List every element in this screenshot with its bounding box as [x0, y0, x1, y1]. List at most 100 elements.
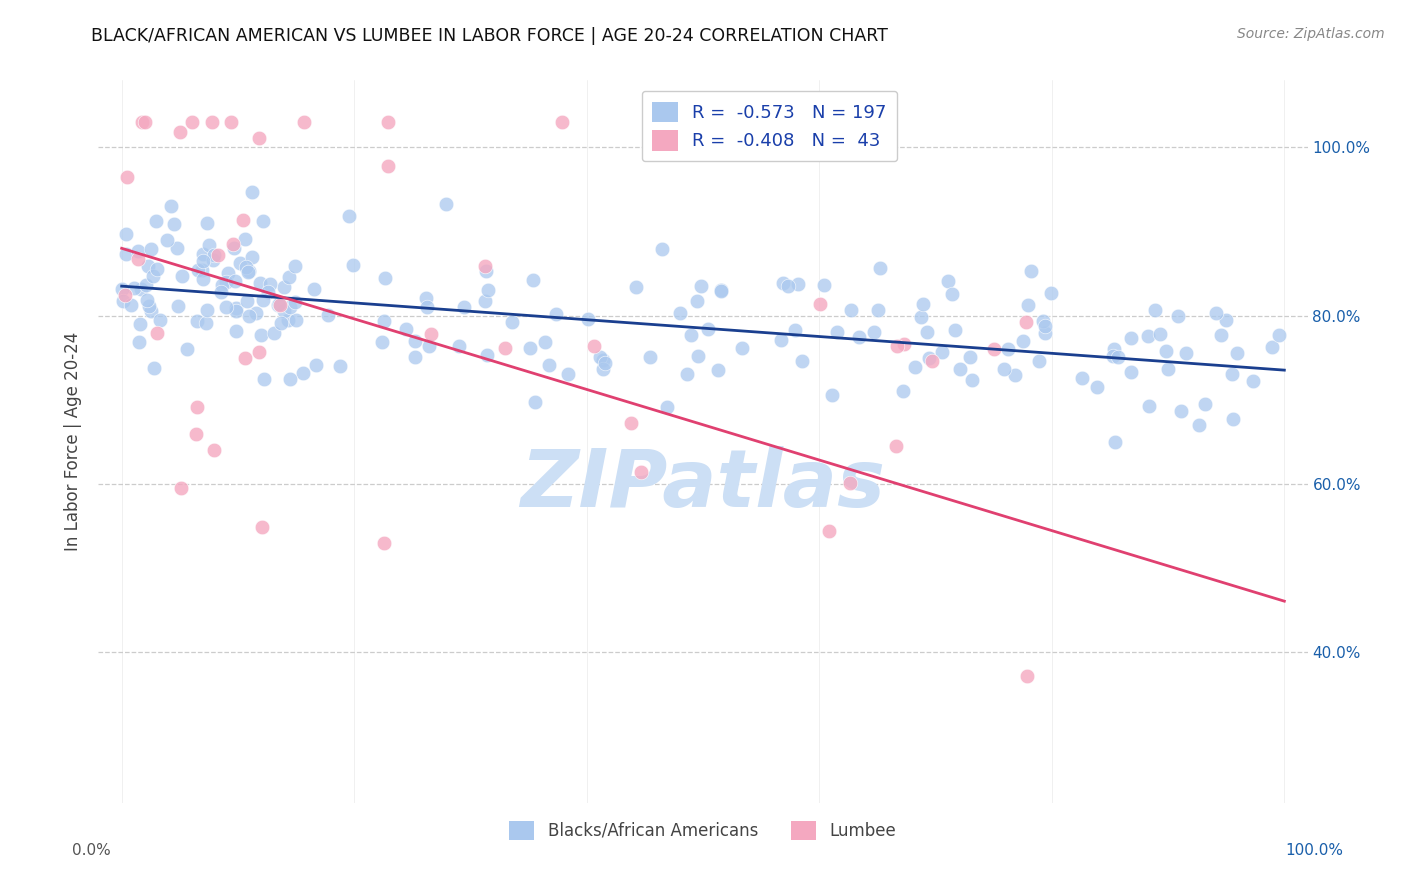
Point — [477, 284, 499, 298]
Point — [839, 303, 862, 318]
Point — [1004, 368, 1026, 382]
Point — [786, 277, 808, 292]
Point — [404, 350, 426, 364]
Point — [373, 536, 395, 550]
Point — [434, 197, 457, 211]
Point — [235, 232, 257, 246]
Text: Source: ZipAtlas.com: Source: ZipAtlas.com — [1237, 27, 1385, 41]
Point — [225, 303, 247, 318]
Point — [232, 212, 254, 227]
Point — [337, 209, 360, 223]
Point — [534, 335, 557, 350]
Point — [551, 115, 574, 129]
Point — [1149, 327, 1171, 342]
Point — [710, 283, 733, 297]
Y-axis label: In Labor Force | Age 20-24: In Labor Force | Age 20-24 — [65, 332, 83, 551]
Point — [202, 248, 225, 262]
Point — [1033, 326, 1056, 341]
Point — [136, 259, 159, 273]
Point — [342, 259, 364, 273]
Point — [1220, 367, 1243, 381]
Point — [263, 326, 285, 340]
Point — [825, 325, 848, 339]
Point — [278, 300, 301, 314]
Point — [494, 341, 516, 355]
Point — [202, 442, 225, 457]
Point — [259, 277, 281, 292]
Point — [214, 300, 236, 314]
Point — [247, 130, 270, 145]
Point — [252, 214, 274, 228]
Point — [869, 260, 891, 275]
Point — [1015, 315, 1038, 329]
Point — [187, 263, 209, 277]
Point — [1028, 353, 1050, 368]
Point — [253, 372, 276, 386]
Point — [240, 250, 263, 264]
Point — [273, 280, 295, 294]
Point — [117, 170, 139, 185]
Point — [501, 316, 523, 330]
Point — [240, 186, 263, 200]
Point — [524, 395, 547, 409]
Point — [131, 115, 153, 129]
Point — [912, 297, 935, 311]
Point — [191, 247, 214, 261]
Point — [267, 298, 290, 312]
Point — [1102, 342, 1125, 356]
Point — [910, 310, 932, 324]
Point — [886, 339, 908, 353]
Point — [1215, 313, 1237, 327]
Point — [209, 285, 232, 299]
Point — [730, 341, 752, 355]
Point — [675, 367, 697, 381]
Point — [904, 360, 927, 375]
Point — [170, 481, 193, 495]
Point — [292, 115, 315, 129]
Point — [135, 278, 157, 293]
Point — [146, 261, 169, 276]
Point — [474, 264, 496, 278]
Point — [848, 329, 870, 343]
Point — [257, 285, 280, 300]
Point — [193, 271, 215, 285]
Point — [838, 476, 860, 491]
Point — [592, 353, 614, 368]
Point — [404, 334, 426, 348]
Point — [522, 273, 544, 287]
Point — [211, 278, 233, 293]
Point — [224, 274, 246, 288]
Point — [377, 159, 399, 173]
Point — [146, 326, 169, 340]
Point — [576, 312, 599, 326]
Point — [142, 361, 165, 376]
Point — [233, 351, 256, 365]
Point — [236, 293, 259, 308]
Point — [249, 345, 271, 359]
Point — [149, 313, 172, 327]
Point — [1035, 318, 1057, 333]
Point — [195, 217, 218, 231]
Text: 0.0%: 0.0% — [72, 843, 111, 858]
Point — [201, 115, 224, 129]
Text: 100.0%: 100.0% — [1285, 843, 1344, 858]
Point — [169, 125, 191, 139]
Point — [160, 199, 183, 213]
Point — [250, 327, 273, 342]
Point — [122, 281, 145, 295]
Point — [915, 325, 938, 339]
Point — [142, 269, 165, 284]
Point — [128, 334, 150, 349]
Point — [821, 388, 844, 402]
Point — [1011, 334, 1033, 348]
Point — [790, 354, 813, 368]
Point — [186, 400, 208, 414]
Point — [222, 240, 245, 254]
Point — [329, 359, 352, 374]
Point — [316, 308, 339, 322]
Point — [278, 269, 301, 284]
Point — [419, 326, 441, 341]
Point — [292, 366, 315, 380]
Point — [215, 275, 238, 289]
Point — [1205, 306, 1227, 320]
